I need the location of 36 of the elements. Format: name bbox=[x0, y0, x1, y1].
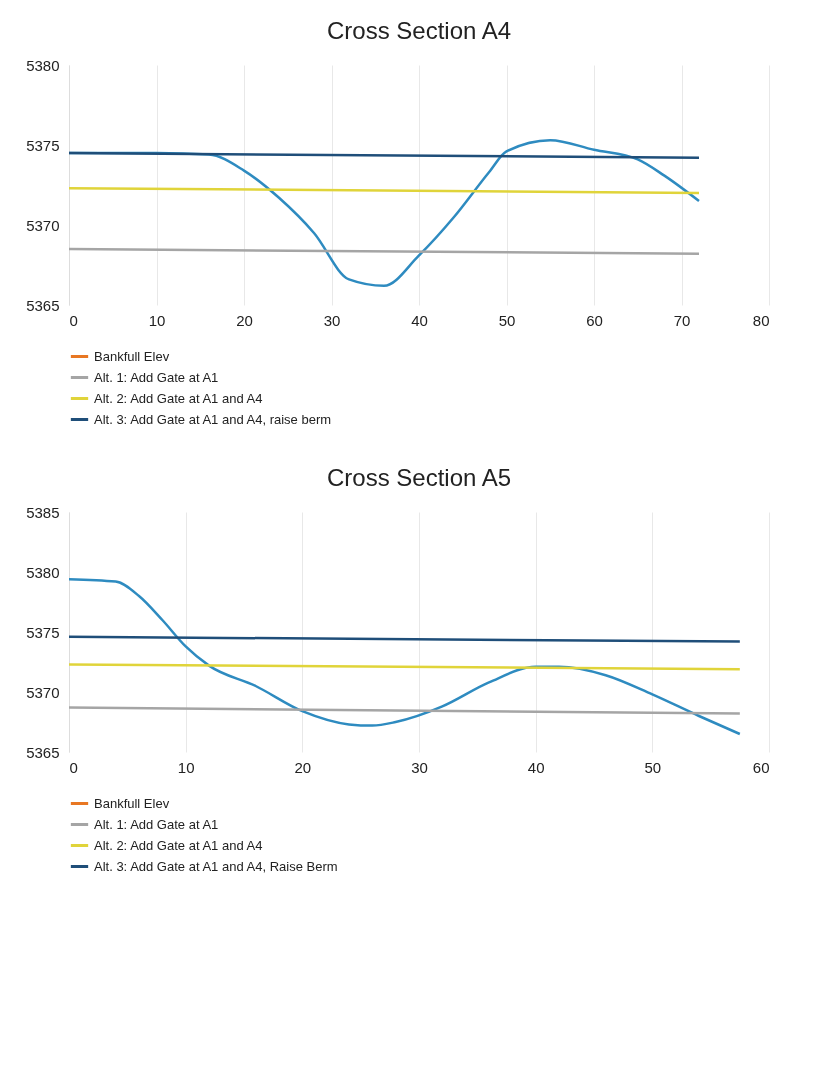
x-tick-label: 40 bbox=[527, 758, 545, 776]
legend-label: Alt. 2: Add Gate at A1 and A4 bbox=[94, 837, 263, 853]
x-tick-label: 0 bbox=[69, 758, 78, 776]
chart-title: Cross Section A5 bbox=[326, 464, 512, 491]
x-tick-label: 70 bbox=[673, 311, 691, 329]
x-tick-label: 40 bbox=[411, 311, 428, 329]
x-tick-label: 0 bbox=[69, 311, 78, 329]
x-tick-label: 50 bbox=[644, 758, 662, 776]
y-tick-label: 5365 bbox=[26, 296, 60, 314]
y-tick-label: 5375 bbox=[26, 136, 60, 154]
x-tick-label: 80 bbox=[752, 311, 770, 329]
y-tick-label: 5385 bbox=[26, 503, 60, 521]
chart-title: Cross Section A4 bbox=[326, 17, 512, 44]
x-tick-label: 30 bbox=[323, 311, 341, 329]
x-tick-label: 60 bbox=[752, 758, 770, 776]
y-tick-label: 5365 bbox=[26, 743, 60, 761]
x-tick-label: 20 bbox=[236, 311, 253, 329]
y-tick-label: 5375 bbox=[26, 623, 60, 641]
y-tick-label: 5370 bbox=[26, 683, 60, 701]
x-tick-label: 60 bbox=[586, 311, 603, 329]
legend-label: Alt. 3: Add Gate at A1 and A4, raise berm bbox=[94, 411, 332, 427]
y-tick-label: 5370 bbox=[26, 216, 60, 234]
x-tick-label: 30 bbox=[411, 758, 428, 776]
legend-label: Alt. 3: Add Gate at A1 and A4, Raise Berm bbox=[94, 858, 338, 874]
legend-label: Bankfull Elev bbox=[94, 348, 170, 364]
y-tick-label: 5380 bbox=[26, 56, 60, 74]
legend-label: Alt. 2: Add Gate at A1 and A4 bbox=[94, 390, 263, 406]
line-series bbox=[69, 577, 742, 736]
x-tick-label: 50 bbox=[498, 311, 516, 329]
x-tick-label: 20 bbox=[294, 758, 312, 776]
legend-label: Bankfull Elev bbox=[94, 795, 170, 811]
y-tick-label: 5380 bbox=[26, 563, 60, 581]
legend-label: Alt. 1: Add Gate at A1 bbox=[94, 816, 219, 832]
x-tick-label: 10 bbox=[148, 311, 166, 329]
legend-label: Alt. 1: Add Gate at A1 bbox=[94, 369, 219, 385]
x-tick-label: 10 bbox=[177, 758, 195, 776]
